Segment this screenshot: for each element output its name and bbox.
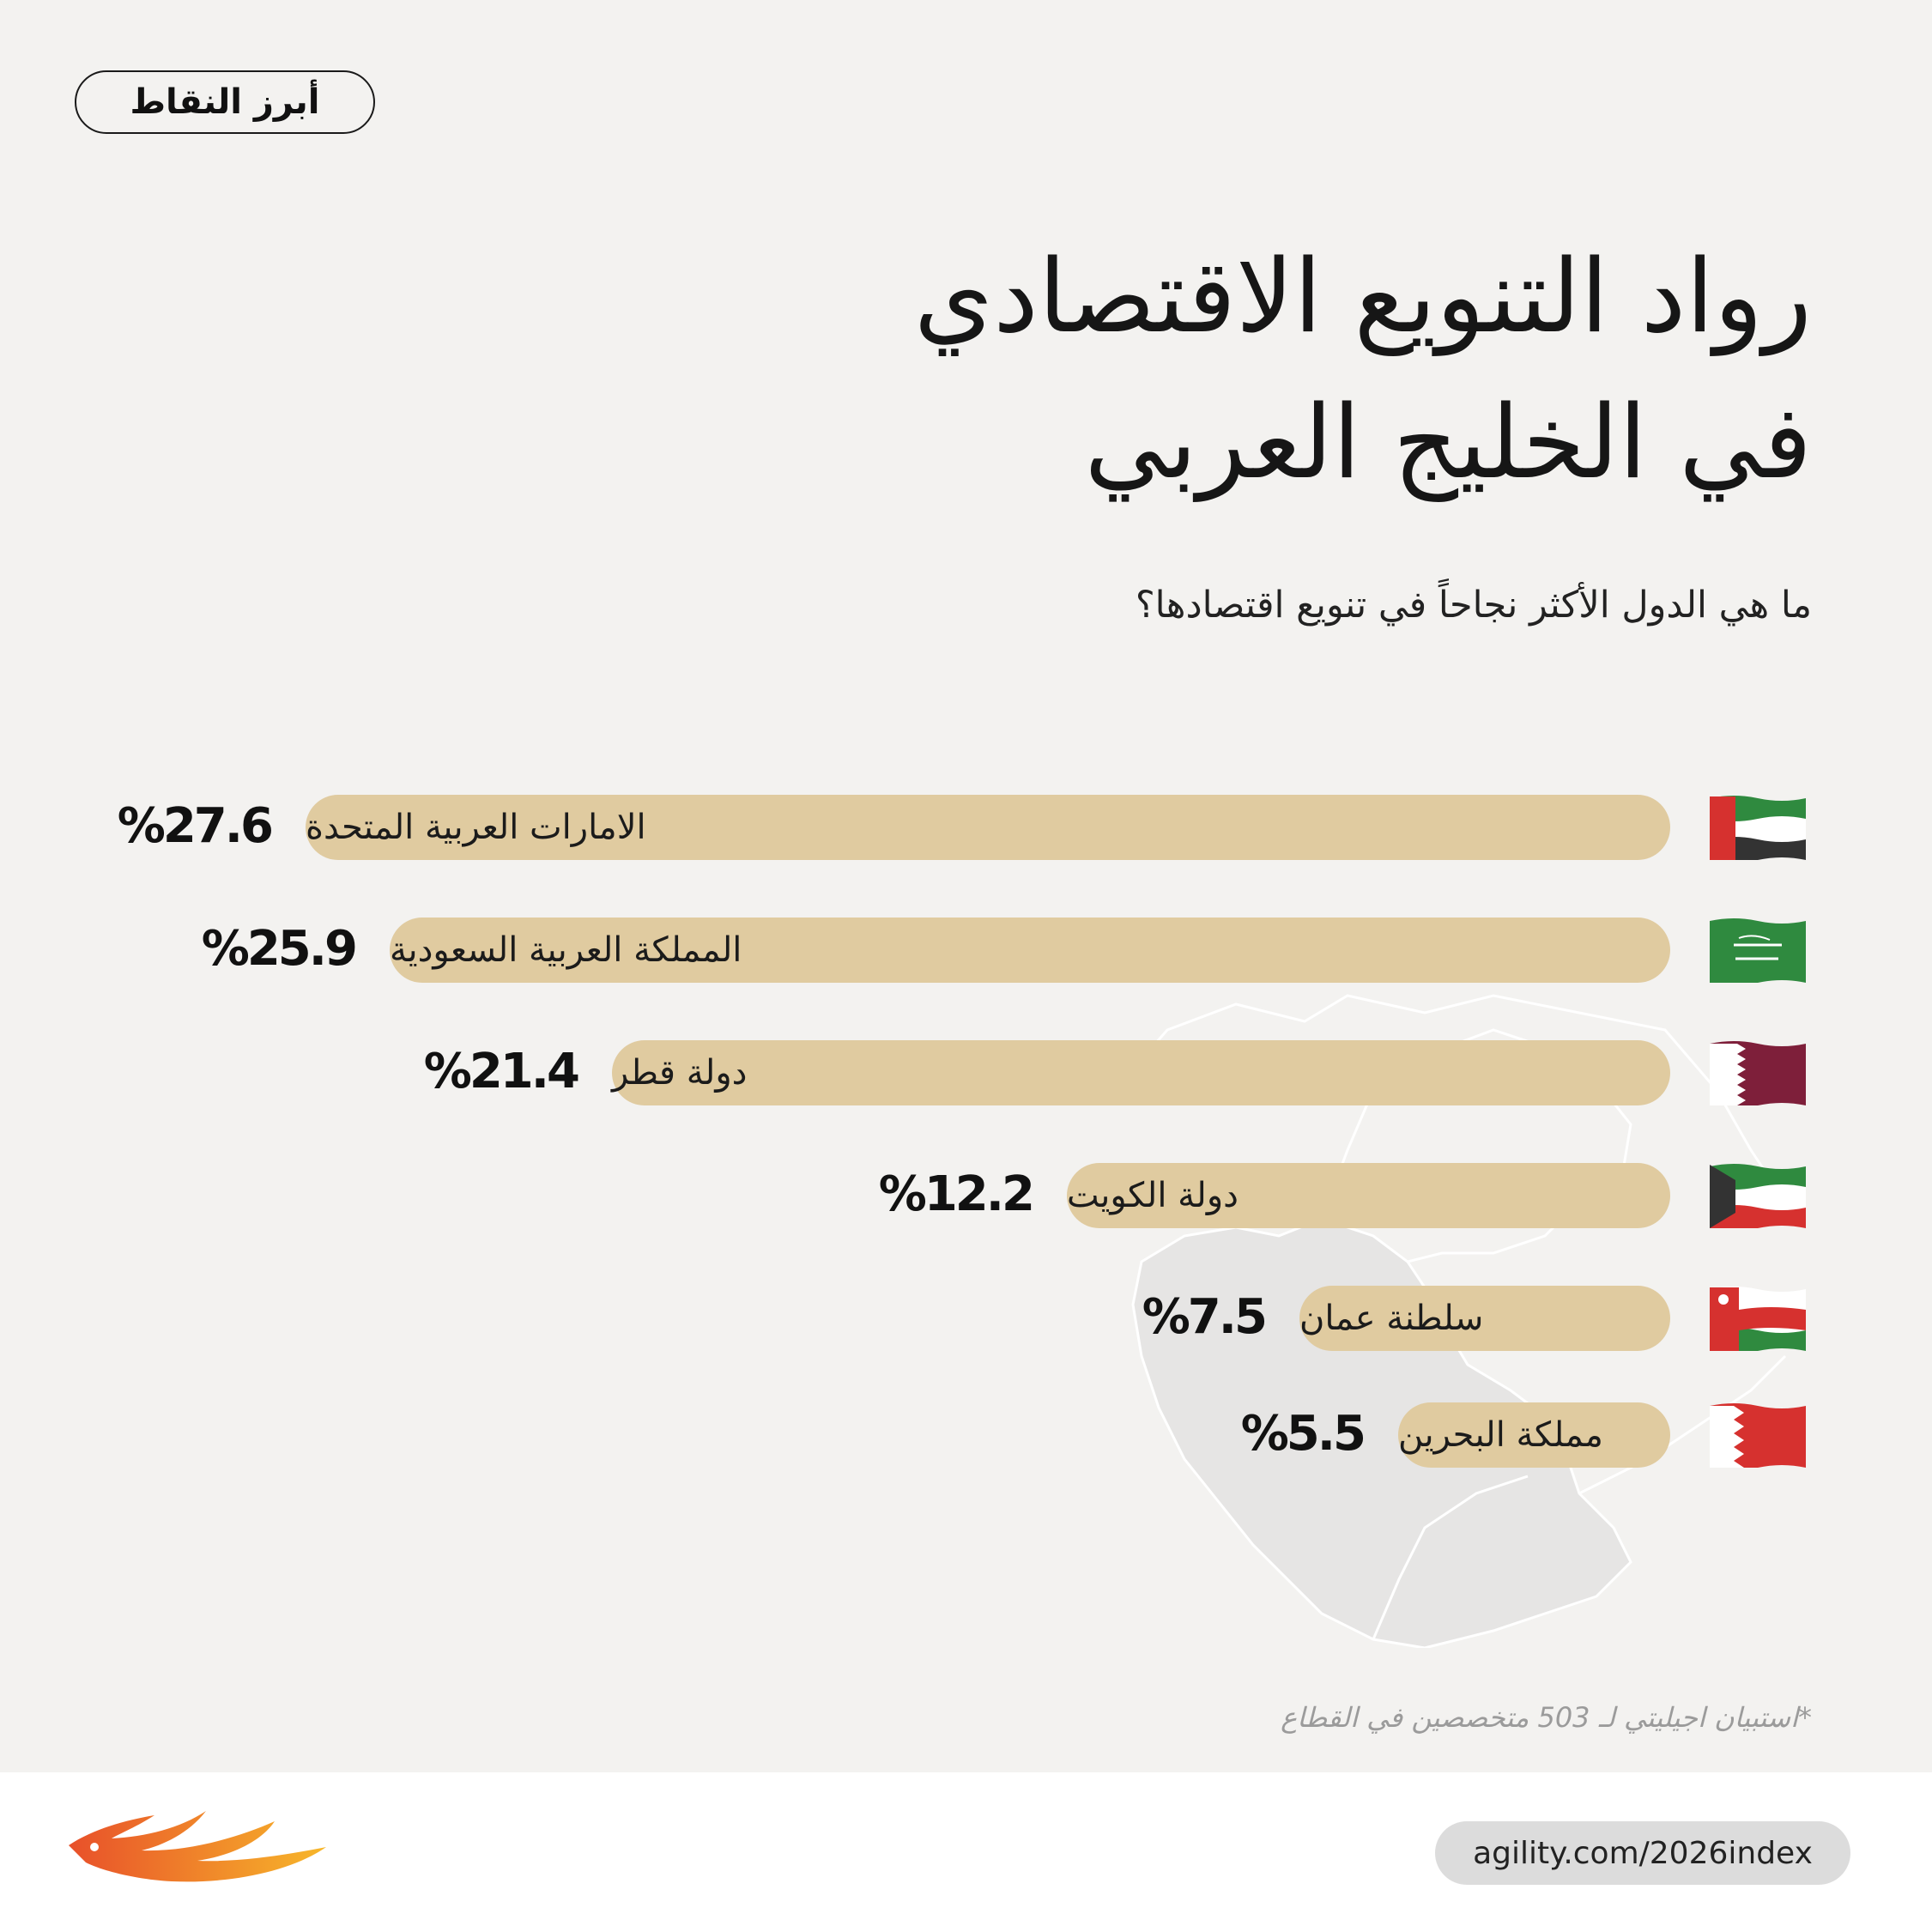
qatar-flag-icon — [1710, 1040, 1806, 1108]
website-link[interactable]: agility.com/2026index — [1435, 1821, 1850, 1885]
chart-bar: سلطنة عمان — [1299, 1286, 1670, 1351]
bar-value-label: %12.2 — [878, 1166, 1035, 1222]
chart-bar: الامارات العربية المتحدة — [306, 795, 1670, 860]
bar-category-label: مملكة البحرين — [1398, 1415, 1603, 1455]
oman-flag-icon — [1710, 1286, 1806, 1354]
page-title: رواد التنويع الاقتصادي في الخليج العربي — [610, 223, 1812, 515]
saudi-flag-icon — [1710, 918, 1806, 985]
bar-category-label: سلطنة عمان — [1299, 1299, 1484, 1338]
bahrain-flag-icon — [1710, 1402, 1806, 1470]
chart-bar: دولة قطر — [612, 1040, 1670, 1105]
agility-logo-icon — [69, 1811, 326, 1882]
chart-bar: دولة الكويت — [1067, 1163, 1670, 1228]
bar-value-label: %7.5 — [1142, 1289, 1268, 1345]
title-line-1: رواد التنويع الاقتصادي — [913, 237, 1812, 355]
title-line-2: في الخليج العربي — [1084, 383, 1813, 501]
bar-category-label: دولة قطر — [612, 1053, 748, 1093]
bar-value-label: %5.5 — [1240, 1406, 1366, 1462]
uae-flag-icon — [1710, 795, 1806, 863]
bar-category-label: دولة الكويت — [1067, 1176, 1239, 1215]
bar-category-label: الامارات العربية المتحدة — [306, 808, 646, 847]
bar-category-label: المملكة العربية السعودية — [390, 930, 742, 970]
kuwait-flag-icon — [1710, 1163, 1806, 1231]
bar-value-label: %27.6 — [117, 798, 274, 854]
bar-value-label: %21.4 — [423, 1044, 580, 1099]
chart-bar: المملكة العربية السعودية — [390, 918, 1670, 983]
chart-bar: مملكة البحرين — [1398, 1402, 1670, 1468]
page-subtitle: ما هي الدول الأكثر نجاحاً في تنويع اقتصا… — [1135, 584, 1812, 627]
bar-value-label: %25.9 — [201, 921, 358, 977]
section-tag: أبرز النقاط — [75, 70, 375, 134]
footnote: *استبيان اجيليتي لـ 503 متخصصين في القطا… — [1281, 1701, 1812, 1734]
